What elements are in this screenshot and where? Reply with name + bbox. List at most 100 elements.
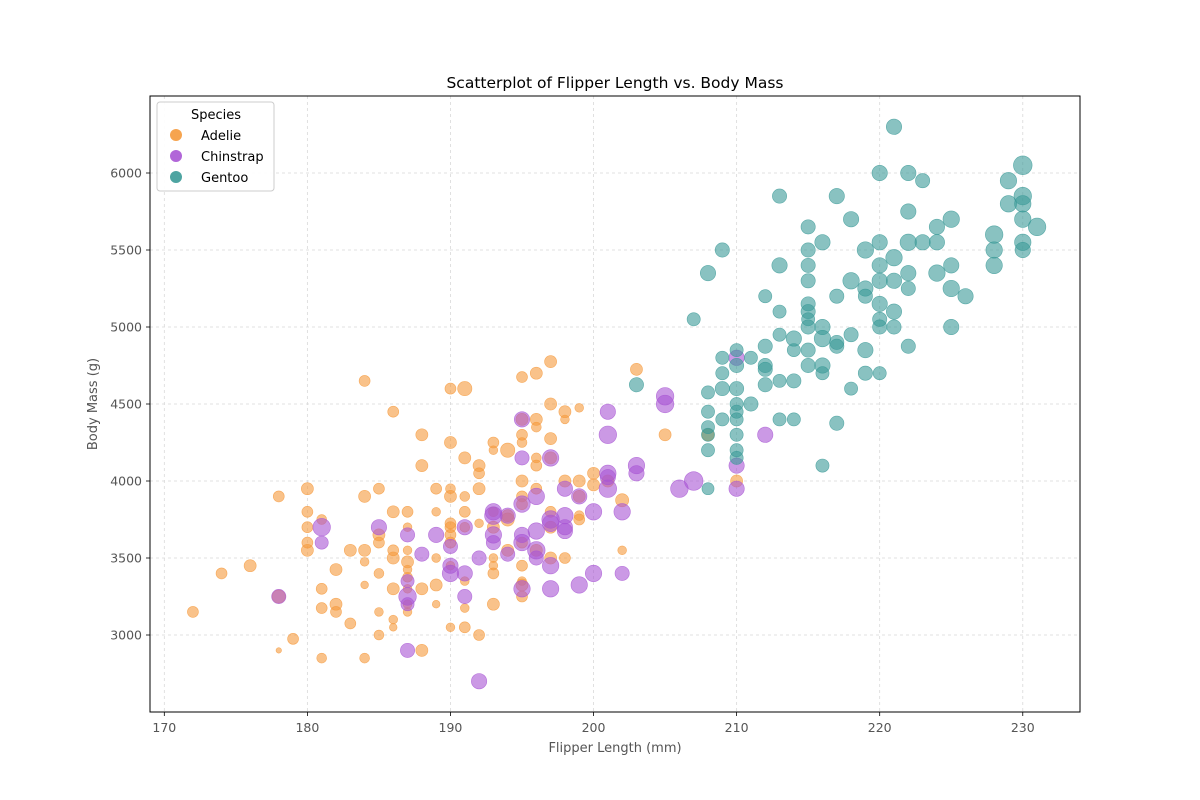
legend-label-gentoo: Gentoo	[201, 171, 248, 186]
point-gentoo	[900, 281, 916, 296]
axis-ticks: 170 180 190 200 210 220 230 3000 3500 4000 4500 500…	[110, 166, 1035, 736]
point-adelie	[373, 482, 385, 495]
point-adelie	[472, 482, 486, 496]
point-gentoo	[856, 241, 874, 259]
point-gentoo	[857, 342, 874, 359]
point-gentoo	[800, 319, 816, 335]
point-adelie	[487, 597, 500, 611]
point-adelie	[272, 490, 285, 503]
point-adelie	[529, 366, 543, 380]
point-adelie	[386, 582, 400, 596]
point-gentoo	[1014, 242, 1031, 259]
point-gentoo	[743, 396, 759, 412]
point-gentoo	[885, 118, 902, 135]
point-chinstrap	[614, 565, 630, 581]
legend-marker-chinstrap	[170, 150, 182, 162]
point-chinstrap	[484, 506, 503, 525]
point-adelie	[574, 403, 584, 413]
point-chinstrap	[556, 480, 573, 497]
point-gentoo	[714, 242, 730, 258]
point-adelie	[275, 647, 282, 654]
point-adelie	[330, 606, 342, 618]
point-adelie	[415, 459, 429, 472]
x-tick-label: 210	[725, 720, 749, 735]
point-adelie	[389, 623, 398, 632]
point-adelie	[387, 405, 400, 418]
point-adelie	[457, 381, 473, 397]
point-chinstrap	[542, 557, 560, 575]
point-gentoo	[885, 303, 902, 320]
point-gentoo	[771, 257, 788, 274]
point-gentoo	[729, 450, 744, 465]
point-gentoo	[943, 257, 960, 274]
point-adelie	[587, 466, 600, 480]
point-chinstrap	[628, 465, 645, 482]
point-adelie	[500, 442, 516, 458]
point-chinstrap	[370, 519, 387, 536]
point-adelie	[658, 428, 672, 442]
point-gentoo	[872, 366, 887, 381]
point-chinstrap	[456, 519, 473, 536]
point-adelie	[415, 428, 429, 442]
point-chinstrap	[443, 538, 458, 554]
point-gentoo	[772, 304, 787, 319]
point-chinstrap	[599, 403, 616, 420]
point-chinstrap	[400, 574, 415, 588]
point-chinstrap	[584, 503, 603, 521]
x-tick-label: 190	[439, 720, 463, 735]
point-chinstrap	[613, 503, 631, 521]
point-chinstrap	[442, 557, 459, 574]
point-gentoo	[928, 264, 946, 282]
point-adelie	[444, 490, 457, 503]
point-adelie	[315, 582, 328, 595]
point-chinstrap	[513, 580, 531, 598]
point-gentoo	[829, 338, 845, 354]
point-gentoo	[714, 381, 730, 397]
point-adelie	[344, 617, 357, 630]
point-gentoo	[814, 234, 831, 251]
point-gentoo	[871, 272, 888, 289]
point-adelie	[343, 543, 357, 557]
point-gentoo	[844, 381, 858, 396]
point-gentoo	[800, 342, 816, 358]
point-adelie	[301, 536, 314, 549]
point-gentoo	[914, 234, 931, 251]
point-gentoo	[715, 412, 730, 427]
point-gentoo	[843, 211, 860, 228]
point-chinstrap	[513, 534, 531, 552]
point-chinstrap	[542, 580, 560, 598]
point-gentoo	[900, 265, 917, 282]
point-gentoo	[729, 343, 744, 357]
point-gentoo	[886, 319, 902, 335]
point-chinstrap	[655, 394, 675, 414]
series-chinstrap	[271, 349, 774, 690]
point-adelie	[415, 582, 429, 596]
point-gentoo	[786, 343, 801, 357]
point-gentoo	[729, 412, 744, 427]
point-adelie	[316, 652, 327, 664]
point-adelie	[429, 578, 443, 592]
point-gentoo	[885, 249, 903, 267]
point-adelie	[431, 553, 441, 563]
point-chinstrap	[598, 479, 617, 498]
point-gentoo	[757, 338, 773, 354]
y-tick-label: 3000	[110, 628, 142, 643]
point-adelie	[386, 551, 400, 565]
point-gentoo	[800, 219, 816, 235]
point-gentoo	[629, 377, 644, 393]
point-gentoo	[957, 288, 974, 305]
point-adelie	[488, 445, 499, 455]
point-chinstrap	[527, 487, 545, 505]
point-adelie	[572, 474, 586, 488]
point-chinstrap	[542, 449, 560, 467]
point-adelie	[315, 602, 328, 614]
point-adelie	[358, 543, 371, 557]
point-gentoo	[985, 256, 1003, 274]
point-adelie	[458, 621, 471, 634]
point-adelie	[358, 375, 371, 387]
point-chinstrap	[757, 426, 774, 443]
point-gentoo	[800, 358, 816, 373]
point-adelie	[630, 363, 643, 376]
y-tick-label: 4000	[110, 474, 142, 489]
